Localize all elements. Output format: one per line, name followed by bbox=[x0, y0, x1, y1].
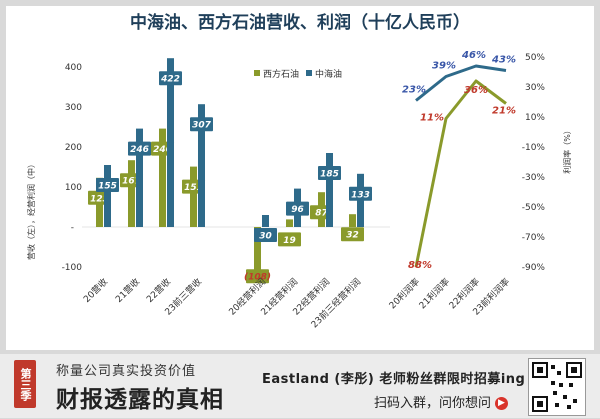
profit-cnooc-tag bbox=[286, 201, 309, 216]
left-tick: 100 bbox=[65, 183, 82, 193]
right-tick: -10% bbox=[522, 143, 546, 153]
revenue-oxy-bar bbox=[159, 128, 166, 227]
left-tick: 400 bbox=[65, 63, 82, 73]
profit-oxy-label: (108) bbox=[244, 273, 271, 283]
scan-prompt[interactable]: 扫码入群，问你想问 ▶ bbox=[374, 392, 509, 411]
left-axis-label: 营收（左），经营利润（中） bbox=[26, 160, 36, 260]
revenue-cnooc-label: 307 bbox=[192, 121, 212, 131]
season-badge: 第三季 bbox=[14, 360, 36, 408]
revenue-category-label: 22营收 bbox=[144, 276, 173, 305]
profit-cnooc-label: 96 bbox=[291, 205, 304, 215]
revenue-cnooc-tag bbox=[128, 141, 151, 156]
left-tick: - bbox=[71, 223, 74, 233]
legend-swatch-cnooc bbox=[306, 70, 312, 76]
arrow-right-icon: ▶ bbox=[495, 397, 509, 410]
right-tick: -50% bbox=[522, 203, 546, 213]
margin-label-cnooc: 23% bbox=[402, 85, 426, 96]
profit-cnooc-label: 30 bbox=[259, 232, 272, 242]
margin-line-cnooc bbox=[415, 64, 507, 102]
margin-category-label: 20利润率 bbox=[386, 276, 422, 312]
revenue-oxy-label: 167 bbox=[122, 177, 142, 187]
right-tick: -90% bbox=[522, 263, 546, 273]
revenue-oxy-label: 246 bbox=[153, 145, 172, 155]
right-tick: 50% bbox=[525, 53, 545, 63]
revenue-cnooc-bar bbox=[198, 104, 205, 227]
profit-oxy-tag bbox=[341, 227, 364, 242]
right-tick: -30% bbox=[522, 173, 546, 183]
revenue-cnooc-tag bbox=[96, 178, 119, 192]
profit-cnooc-tag bbox=[349, 186, 372, 201]
left-tick: 200 bbox=[65, 143, 82, 153]
footer-subtitle: 称量公司真实投资价值 bbox=[56, 364, 197, 379]
left-tick: 300 bbox=[65, 103, 82, 113]
profit-cnooc-bar bbox=[326, 153, 333, 227]
profit-cnooc-tag bbox=[318, 166, 341, 180]
profit-cnooc-tag bbox=[254, 228, 277, 242]
profit-oxy-tag bbox=[278, 232, 301, 247]
recruit-text: Eastland (李彤) 老师粉丝群限时招募ing bbox=[262, 372, 526, 387]
profit-oxy-label: 32 bbox=[346, 231, 359, 241]
left-tick: -100 bbox=[62, 263, 83, 273]
margin-label-cnooc: 46% bbox=[461, 50, 486, 61]
margin-category-label: 21利润率 bbox=[416, 276, 452, 312]
profit-oxy-tag bbox=[246, 269, 269, 284]
margin-label-cnooc: 39% bbox=[432, 61, 456, 72]
right-axis: 50% 30% 10% -10% -30% -50% -70% -90% 利润率… bbox=[522, 53, 572, 273]
right-axis-label: 利润率（%） bbox=[562, 126, 572, 174]
profit-cnooc-label: 133 bbox=[351, 190, 370, 200]
qr-code-icon bbox=[532, 362, 582, 412]
right-tick: -70% bbox=[522, 233, 546, 243]
revenue-oxy-bar bbox=[128, 160, 135, 227]
chart-marks: 123 155 20营收 167 246 21营收 246 422 22营收 151 307 23前三… bbox=[81, 50, 516, 330]
margin-label-oxy: 36% bbox=[464, 85, 488, 96]
legend-label-oxy: 西方石油 bbox=[263, 68, 299, 80]
revenue-cnooc-bar bbox=[136, 128, 143, 227]
revenue-cnooc-label: 246 bbox=[130, 145, 149, 155]
revenue-cnooc-bar bbox=[167, 58, 174, 228]
margin-label-oxy: 21% bbox=[492, 106, 516, 117]
footer-banner: 第三季 称量公司真实投资价值 财报透露的真相 Eastland (李彤) 老师粉… bbox=[0, 354, 600, 418]
margin-line-oxy bbox=[414, 79, 507, 268]
chart-title: 中海油、西方石油营收、利润（十亿人民币） bbox=[130, 12, 470, 33]
margin-label-oxy: 11% bbox=[420, 113, 444, 124]
revenue-category-label: 21营收 bbox=[113, 276, 142, 305]
legend-label-cnooc: 中海油 bbox=[315, 68, 342, 80]
revenue-cnooc-bar bbox=[104, 165, 111, 227]
profit-oxy-label: 19 bbox=[283, 236, 296, 246]
revenue-oxy-bar bbox=[190, 166, 197, 227]
revenue-oxy-label: 123 bbox=[90, 194, 109, 204]
scan-text: 扫码入群，问你想问 bbox=[374, 396, 492, 411]
profit-oxy-bar bbox=[254, 227, 261, 271]
qr-code[interactable] bbox=[528, 358, 586, 416]
revenue-cnooc-tag bbox=[159, 71, 182, 86]
profit-cnooc-bar bbox=[262, 215, 269, 227]
profit-oxy-label: 87 bbox=[315, 209, 328, 219]
chart: 中海油、西方石油营收、利润（十亿人民币） 西方石油 中海油 400 300 20… bbox=[26, 12, 572, 330]
margin-label-oxy: 88% bbox=[408, 260, 432, 271]
profit-category-label: 23前三经营利润 bbox=[308, 276, 363, 331]
revenue-oxy-label: 151 bbox=[184, 183, 203, 193]
revenue-cnooc-label: 155 bbox=[98, 182, 117, 192]
profit-oxy-bar bbox=[349, 214, 356, 227]
footer-title: 财报透露的真相 bbox=[56, 386, 224, 413]
legend: 西方石油 中海油 bbox=[254, 68, 342, 80]
profit-oxy-bar bbox=[286, 219, 293, 227]
revenue-cnooc-tag bbox=[190, 117, 213, 132]
right-tick: 10% bbox=[525, 113, 545, 123]
revenue-cnooc-label: 422 bbox=[160, 75, 180, 85]
legend-swatch-oxy bbox=[254, 70, 260, 76]
revenue-category-label: 20营收 bbox=[81, 276, 110, 305]
profit-cnooc-label: 185 bbox=[320, 170, 339, 180]
margin-label-cnooc: 43% bbox=[491, 55, 516, 66]
right-tick: 30% bbox=[525, 83, 545, 93]
